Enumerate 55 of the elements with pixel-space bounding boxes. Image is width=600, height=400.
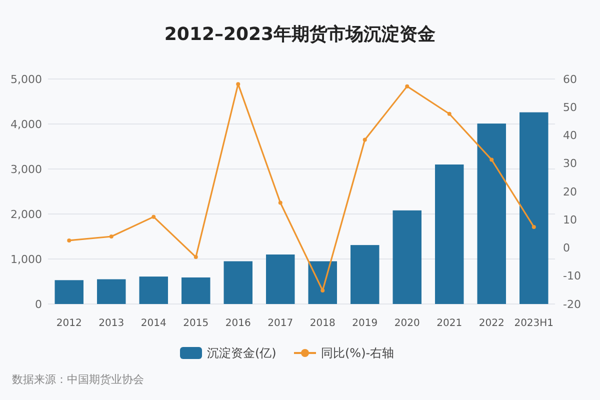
point — [67, 238, 72, 242]
y2-tick-label: 30 — [563, 157, 577, 170]
y2-tick-label: -10 — [563, 270, 581, 283]
x-tick-label: 2013 — [98, 318, 124, 329]
x-tick-label: 2014 — [140, 318, 166, 329]
legend-label: 沉淀资金(亿) — [207, 346, 276, 360]
x-tick-label: 2016 — [225, 318, 251, 329]
point — [447, 112, 452, 116]
y2-tick-label: -20 — [563, 298, 581, 311]
chart-title: 2012–2023年期货市场沉淀资金 — [164, 24, 436, 45]
point — [109, 234, 114, 238]
legend-label: 同比(%)-右轴 — [321, 346, 394, 360]
x-tick-label: 2015 — [183, 318, 209, 329]
x-tick-label: 2017 — [268, 318, 294, 329]
y-tick-label: 1,000 — [10, 252, 42, 266]
point — [490, 158, 494, 162]
y2-tick-label: 20 — [563, 185, 577, 198]
point — [320, 288, 325, 292]
bar — [139, 276, 168, 304]
y2-tick-label: 0 — [563, 242, 570, 255]
y-tick-label: 2,000 — [10, 208, 42, 221]
point — [278, 200, 282, 205]
y2-tick-label: 40 — [563, 129, 577, 142]
source-note: 数据来源：中国期货业协会 — [12, 373, 144, 386]
bar — [224, 261, 252, 304]
x-tick-label: 2020 — [394, 318, 420, 329]
y2-tick-label: 60 — [563, 72, 577, 86]
x-tick-label: 2018 — [310, 318, 336, 329]
point — [236, 82, 240, 86]
x-tick-label: 2021 — [436, 318, 462, 329]
point — [152, 214, 156, 219]
x-tick-label: 2023H1 — [514, 318, 554, 329]
x-tick-label: 2012 — [56, 318, 82, 329]
y2-tick-label: 10 — [563, 213, 577, 226]
bar — [477, 124, 506, 304]
bar — [520, 112, 548, 304]
bar — [266, 254, 295, 304]
y2-tick-label: 50 — [563, 100, 577, 114]
y-tick-label: 5,000 — [10, 72, 42, 86]
bar — [54, 280, 84, 304]
point — [362, 138, 367, 142]
x-tick-label: 2022 — [478, 318, 504, 329]
bar — [350, 245, 380, 304]
point — [532, 224, 536, 229]
bar — [435, 164, 464, 304]
y-tick-label: 0 — [35, 298, 42, 311]
bar — [97, 279, 126, 304]
bar — [392, 210, 422, 304]
bar — [182, 277, 210, 304]
bar — [308, 261, 337, 304]
y-tick-label: 3,000 — [10, 162, 42, 176]
point — [405, 84, 410, 88]
x-tick-label: 2019 — [352, 318, 378, 329]
point — [194, 255, 198, 260]
y-tick-label: 4,000 — [10, 118, 42, 131]
